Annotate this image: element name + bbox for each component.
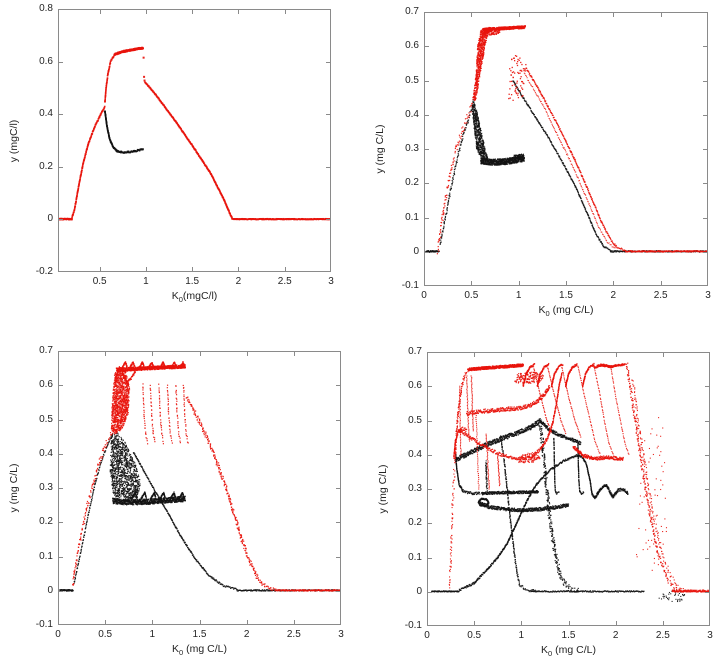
x-axis-label-base: K: [172, 643, 180, 655]
y-tick-label: 0.3: [408, 483, 422, 494]
x-tick-label: 1: [143, 276, 149, 287]
y-tick-label: 0.7: [408, 346, 422, 357]
x-tick-label: 1: [149, 629, 156, 640]
x-tick-label: 3: [328, 276, 334, 287]
y-tick-label: 0.2: [39, 160, 53, 172]
y-tick-label: 0.6: [39, 55, 53, 67]
y-tick-label: 0.4: [39, 108, 53, 120]
x-tick-label: 1: [515, 290, 522, 301]
x-tick-label: 0.5: [92, 276, 107, 287]
x-tick-label: 2.5: [277, 276, 292, 287]
plot-area-top-left: [58, 9, 331, 272]
x-tick-label: 3: [338, 629, 344, 640]
y-tick-label: 0.1: [39, 550, 53, 562]
x-tick-label: 0.5: [464, 290, 479, 301]
x-axis-label-base: K: [171, 290, 179, 302]
y-tick-label: -0.1: [401, 280, 419, 291]
x-axis-label-base: K: [538, 304, 546, 316]
y-tick-label: -0.2: [35, 266, 53, 277]
x-axis-label-subscript: 0: [179, 648, 184, 658]
plot-area-top-right: [424, 12, 708, 286]
plot-area-bottom-left: [58, 351, 341, 625]
x-axis-label-base: K: [541, 644, 549, 656]
y-tick-label: 0.4: [408, 448, 422, 460]
x-axis-label-units: (mg C/L): [183, 643, 227, 655]
x-tick-label: 2: [612, 630, 619, 641]
x-tick-label: 2: [243, 629, 250, 640]
x-tick-label: 1.5: [192, 629, 207, 640]
x-tick-label: 0: [55, 629, 61, 640]
y-axis-label: y (mg C/L): [8, 463, 20, 513]
x-tick-label: 2: [610, 290, 617, 301]
y-tick-label: 0: [416, 585, 422, 597]
y-tick-label: 0: [47, 584, 53, 596]
y-tick-label: 0.4: [405, 108, 419, 120]
x-axis-label-units: (mgC/l): [182, 290, 218, 302]
y-tick-label: 0.8: [39, 3, 53, 14]
x-tick-label: 2.5: [655, 630, 670, 641]
x-tick-label: 2.5: [286, 629, 301, 640]
x-tick-label: 0: [424, 630, 430, 641]
y-axis-label: y (mg C/L): [374, 124, 386, 174]
x-tick-label: 3: [705, 290, 711, 301]
x-axis-label: K0 (mg C/L): [539, 304, 594, 318]
x-axis-label-units: (mg C/L): [552, 644, 596, 656]
y-tick-label: 0.3: [39, 482, 53, 493]
x-tick-label: 1.5: [561, 630, 576, 641]
x-tick-label: 2.5: [653, 290, 668, 301]
x-axis-label-subscript: 0: [178, 295, 183, 305]
x-axis-label: K0(mgC/l): [172, 290, 218, 304]
y-tick-label: 0: [413, 245, 419, 257]
x-tick-label: 1: [518, 630, 525, 641]
y-tick-label: 0.2: [405, 177, 419, 189]
y-tick-label: 0.1: [408, 551, 422, 563]
y-tick-label: -0.1: [35, 619, 53, 630]
y-tick-label: 0.6: [408, 380, 422, 392]
x-tick-label: 0: [421, 290, 427, 301]
x-tick-label: 3: [707, 630, 713, 641]
x-axis-label-units: (mg C/L): [549, 304, 594, 316]
x-tick-label: 1.5: [185, 276, 200, 287]
y-tick-label: 0.3: [405, 143, 419, 154]
y-tick-label: 0.7: [39, 345, 53, 356]
y-tick-label: 0.4: [39, 447, 53, 459]
y-tick-label: 0.2: [408, 517, 422, 529]
x-axis-label: K0 (mg C/L): [541, 644, 596, 658]
y-tick-label: 0.5: [408, 414, 422, 426]
x-tick-label: 0.5: [467, 630, 482, 641]
y-tick-label: 0.2: [39, 516, 53, 528]
x-tick-label: 1.5: [559, 290, 573, 301]
x-axis-label-subscript: 0: [548, 649, 553, 659]
y-tick-label: 0.6: [39, 379, 53, 391]
y-tick-label: -0.1: [404, 620, 422, 631]
y-tick-label: 0.1: [405, 211, 419, 223]
x-axis-label: K0 (mg C/L): [172, 643, 227, 657]
y-tick-label: 0.6: [405, 40, 419, 52]
x-tick-label: 2: [235, 276, 242, 287]
x-tick-label: 0.5: [98, 629, 113, 640]
y-axis-label: y (mg C/L): [377, 464, 389, 514]
plot-area-bottom-right: [427, 352, 710, 626]
y-tick-label: 0.5: [39, 413, 53, 425]
y-tick-label: 0.7: [405, 6, 419, 17]
y-axis-label: y (mgC/l): [8, 119, 20, 162]
x-axis-label-subscript: 0: [545, 309, 550, 319]
y-tick-label: 0.5: [405, 74, 419, 86]
y-tick-label: 0: [47, 213, 53, 225]
